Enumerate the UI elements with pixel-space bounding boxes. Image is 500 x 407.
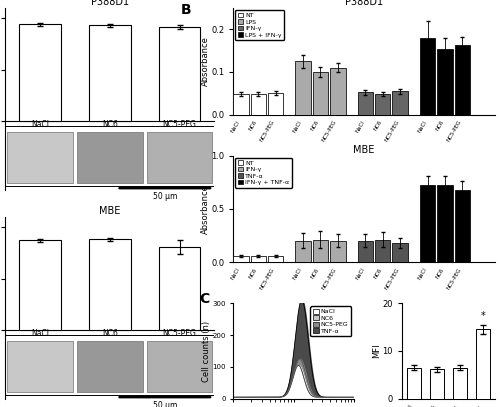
Text: 50 μm: 50 μm	[152, 193, 177, 201]
Bar	[7, 131, 72, 183]
Bar	[420, 38, 436, 114]
Title: P388D1: P388D1	[90, 0, 129, 7]
Text: NC6: NC6	[102, 329, 118, 338]
Title: P388D1: P388D1	[345, 0, 383, 7]
Bar	[5, 335, 214, 394]
Text: NaCl: NaCl	[31, 120, 49, 129]
Text: NC5-PEG: NC5-PEG	[162, 329, 196, 338]
Bar	[233, 94, 248, 114]
Legend: NT, IFN-γ, TNF-α, IFN-γ + TNF-α: NT, IFN-γ, TNF-α, IFN-γ + TNF-α	[235, 158, 292, 188]
Bar	[313, 72, 328, 114]
Title: MBE: MBE	[99, 206, 120, 217]
Bar	[392, 243, 407, 262]
Text: *: *	[481, 311, 486, 321]
Bar	[158, 247, 200, 330]
Bar	[454, 190, 470, 262]
Bar	[330, 241, 345, 262]
Bar	[392, 91, 407, 114]
Bar	[406, 368, 420, 399]
Legend: NaCl, NC6, NC5-PEG, TNF-α: NaCl, NC6, NC5-PEG, TNF-α	[310, 306, 351, 336]
Text: NC5-PEG: NC5-PEG	[162, 120, 196, 129]
Bar	[233, 256, 248, 262]
Text: NC6: NC6	[102, 120, 118, 129]
Bar	[19, 240, 61, 330]
Y-axis label: Absorbance: Absorbance	[200, 36, 209, 86]
Bar	[476, 329, 490, 399]
Bar	[330, 68, 345, 114]
Bar	[158, 27, 200, 121]
Text: 50 μm: 50 μm	[152, 401, 177, 407]
Bar	[438, 186, 452, 262]
Bar	[358, 92, 373, 114]
Bar	[89, 239, 130, 330]
Bar	[313, 240, 328, 262]
Bar	[146, 341, 212, 392]
Bar	[296, 61, 311, 114]
Bar	[438, 48, 452, 114]
Bar	[19, 24, 61, 121]
Bar	[250, 94, 266, 114]
Bar	[77, 131, 142, 183]
Bar	[375, 240, 390, 262]
Bar	[7, 341, 72, 392]
Bar	[146, 131, 212, 183]
Y-axis label: Absorbance: Absorbance	[200, 184, 209, 234]
Text: NaCl: NaCl	[31, 329, 49, 338]
Bar	[358, 241, 373, 262]
Text: C: C	[200, 292, 209, 306]
Text: B: B	[181, 3, 192, 17]
Bar	[268, 256, 283, 262]
Title: MBE: MBE	[354, 145, 375, 155]
Bar	[453, 368, 467, 399]
Bar	[420, 186, 436, 262]
Bar	[89, 25, 130, 121]
Bar	[375, 94, 390, 114]
Bar	[268, 93, 283, 114]
Y-axis label: MFI: MFI	[372, 344, 381, 358]
Y-axis label: Cell counts (n): Cell counts (n)	[202, 320, 210, 381]
Bar	[296, 241, 311, 262]
Bar	[454, 45, 470, 114]
Legend: NT, LPS, IFN-γ, LPS + IFN-γ: NT, LPS, IFN-γ, LPS + IFN-γ	[235, 10, 284, 40]
Bar	[5, 126, 214, 186]
Bar	[250, 256, 266, 262]
Bar	[430, 369, 444, 399]
Bar	[77, 341, 142, 392]
